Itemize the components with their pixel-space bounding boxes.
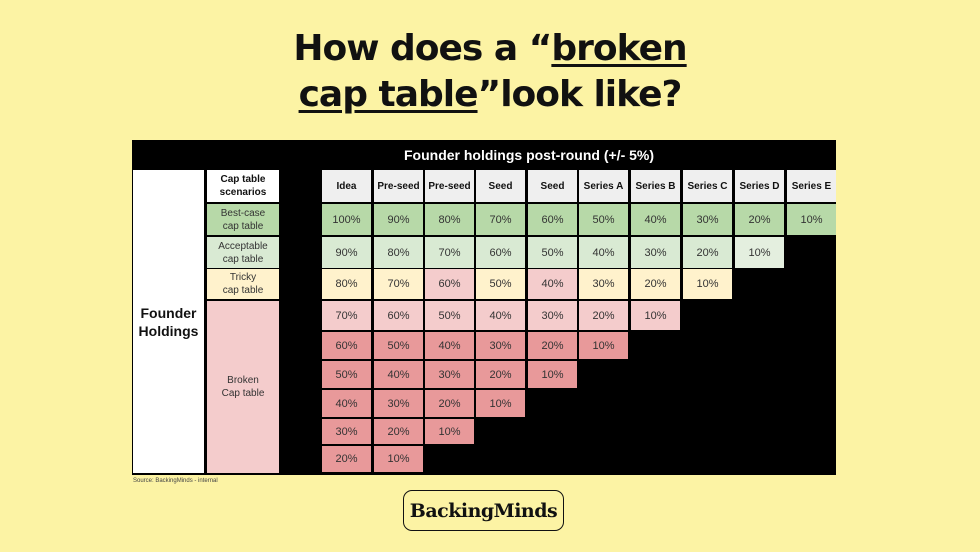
backingminds-logo: BackingMinds — [403, 490, 564, 531]
table-cell: 50% — [528, 237, 577, 268]
scenario-best-case: Best-case cap table — [207, 204, 279, 235]
table-cell: 50% — [579, 204, 628, 235]
table-cell: 20% — [631, 269, 680, 299]
table-cell: 60% — [425, 269, 474, 299]
column-header: Seed — [476, 170, 525, 202]
table-cell: 50% — [425, 301, 474, 330]
table-cell: 10% — [528, 361, 577, 388]
table-cell: 20% — [683, 237, 732, 268]
table-cell: 50% — [374, 332, 423, 359]
column-header: Seed — [528, 170, 577, 202]
table-cell: 90% — [322, 237, 371, 268]
scenario-acceptable: Acceptable cap table — [207, 237, 279, 268]
column-header: Series A — [579, 170, 628, 202]
scenario-header: Cap table scenarios — [207, 170, 279, 202]
table-cell: 30% — [374, 390, 423, 417]
table-cell: 10% — [476, 390, 525, 417]
scenario-best-line2: cap table — [222, 220, 264, 232]
column-header: Pre-seed — [374, 170, 423, 202]
table-cell: 80% — [322, 269, 371, 299]
table-cell: 60% — [374, 301, 423, 330]
table-cell: 30% — [631, 237, 680, 268]
table-cell: 70% — [322, 301, 371, 330]
title-underlined-cap-table: cap table — [298, 74, 479, 115]
table-cell: 10% — [374, 446, 423, 472]
table-cell: 40% — [579, 237, 628, 268]
scenario-tricky-line2: cap table — [222, 285, 264, 296]
scenario-header-line2: scenarios — [219, 187, 267, 198]
table-cell: 20% — [735, 204, 784, 235]
source-note: Source: BackingMinds - internal — [133, 478, 218, 484]
table-cell: 10% — [787, 204, 836, 235]
table-cell: 10% — [735, 237, 784, 268]
column-header: Idea — [322, 170, 371, 202]
table-cell: 30% — [425, 361, 474, 388]
table-cell: 30% — [579, 269, 628, 299]
table-cell: 20% — [528, 332, 577, 359]
table-cell: 70% — [425, 237, 474, 268]
title-underlined-broken: broken — [551, 28, 687, 69]
table-cell: 20% — [425, 390, 474, 417]
table-cell: 80% — [425, 204, 474, 235]
table-cell: 30% — [322, 419, 371, 444]
table-cell: 20% — [579, 301, 628, 330]
page-title: How does a “broken cap table”look like? — [0, 26, 980, 118]
table-cell: 50% — [476, 269, 525, 299]
table-cell: 40% — [476, 301, 525, 330]
table-cell: 60% — [528, 204, 577, 235]
table-cell: 70% — [476, 204, 525, 235]
founder-holdings-table: Founder holdings post-round (+/- 5%) Fou… — [132, 140, 836, 475]
scenario-best-line1: Best-case — [220, 207, 266, 219]
table-cell: 100% — [322, 204, 371, 235]
table-header: Founder holdings post-round (+/- 5%) — [403, 147, 655, 163]
scenario-broken: Broken Cap table — [207, 301, 279, 473]
scenario-acceptable-line1: Acceptable — [218, 240, 268, 252]
scenario-tricky: Tricky cap table — [207, 269, 279, 299]
table-cell: 40% — [528, 269, 577, 299]
table-cell: 60% — [322, 332, 371, 359]
table-cell: 50% — [322, 361, 371, 388]
table-cell: 70% — [374, 269, 423, 299]
scenario-header-line1: Cap table — [220, 174, 266, 185]
scenario-acceptable-line2: cap table — [222, 253, 264, 265]
table-cell: 60% — [476, 237, 525, 268]
scenario-broken-line2: Cap table — [221, 388, 265, 399]
table-cell: 10% — [425, 419, 474, 444]
table-cell: 40% — [322, 390, 371, 417]
founder-holdings-label: Founder Holdings — [133, 170, 204, 473]
table-cell: 10% — [631, 301, 680, 330]
title-prefix: How does a “ — [293, 28, 552, 69]
column-header: Pre-seed — [425, 170, 474, 202]
table-cell: 10% — [683, 269, 732, 299]
table-cell: 20% — [476, 361, 525, 388]
table-cell: 30% — [476, 332, 525, 359]
table-cell: 20% — [374, 419, 423, 444]
table-cell: 40% — [631, 204, 680, 235]
scenario-broken-line1: Broken — [227, 375, 259, 386]
founder-label-line1: Founder — [140, 304, 197, 321]
table-cell: 20% — [322, 446, 371, 472]
table-cell: 40% — [374, 361, 423, 388]
table-cell: 30% — [528, 301, 577, 330]
table-cell: 80% — [374, 237, 423, 268]
table-cell: 40% — [425, 332, 474, 359]
column-header: Series D — [735, 170, 784, 202]
column-header: Series E — [787, 170, 836, 202]
scenario-tricky-line1: Tricky — [229, 272, 257, 283]
column-header: Series C — [683, 170, 732, 202]
founder-label-line2: Holdings — [138, 322, 199, 339]
table-cell: 90% — [374, 204, 423, 235]
column-header: Series B — [631, 170, 680, 202]
table-cell: 30% — [683, 204, 732, 235]
title-suffix: ”look like? — [477, 74, 683, 115]
table-cell: 10% — [579, 332, 628, 359]
